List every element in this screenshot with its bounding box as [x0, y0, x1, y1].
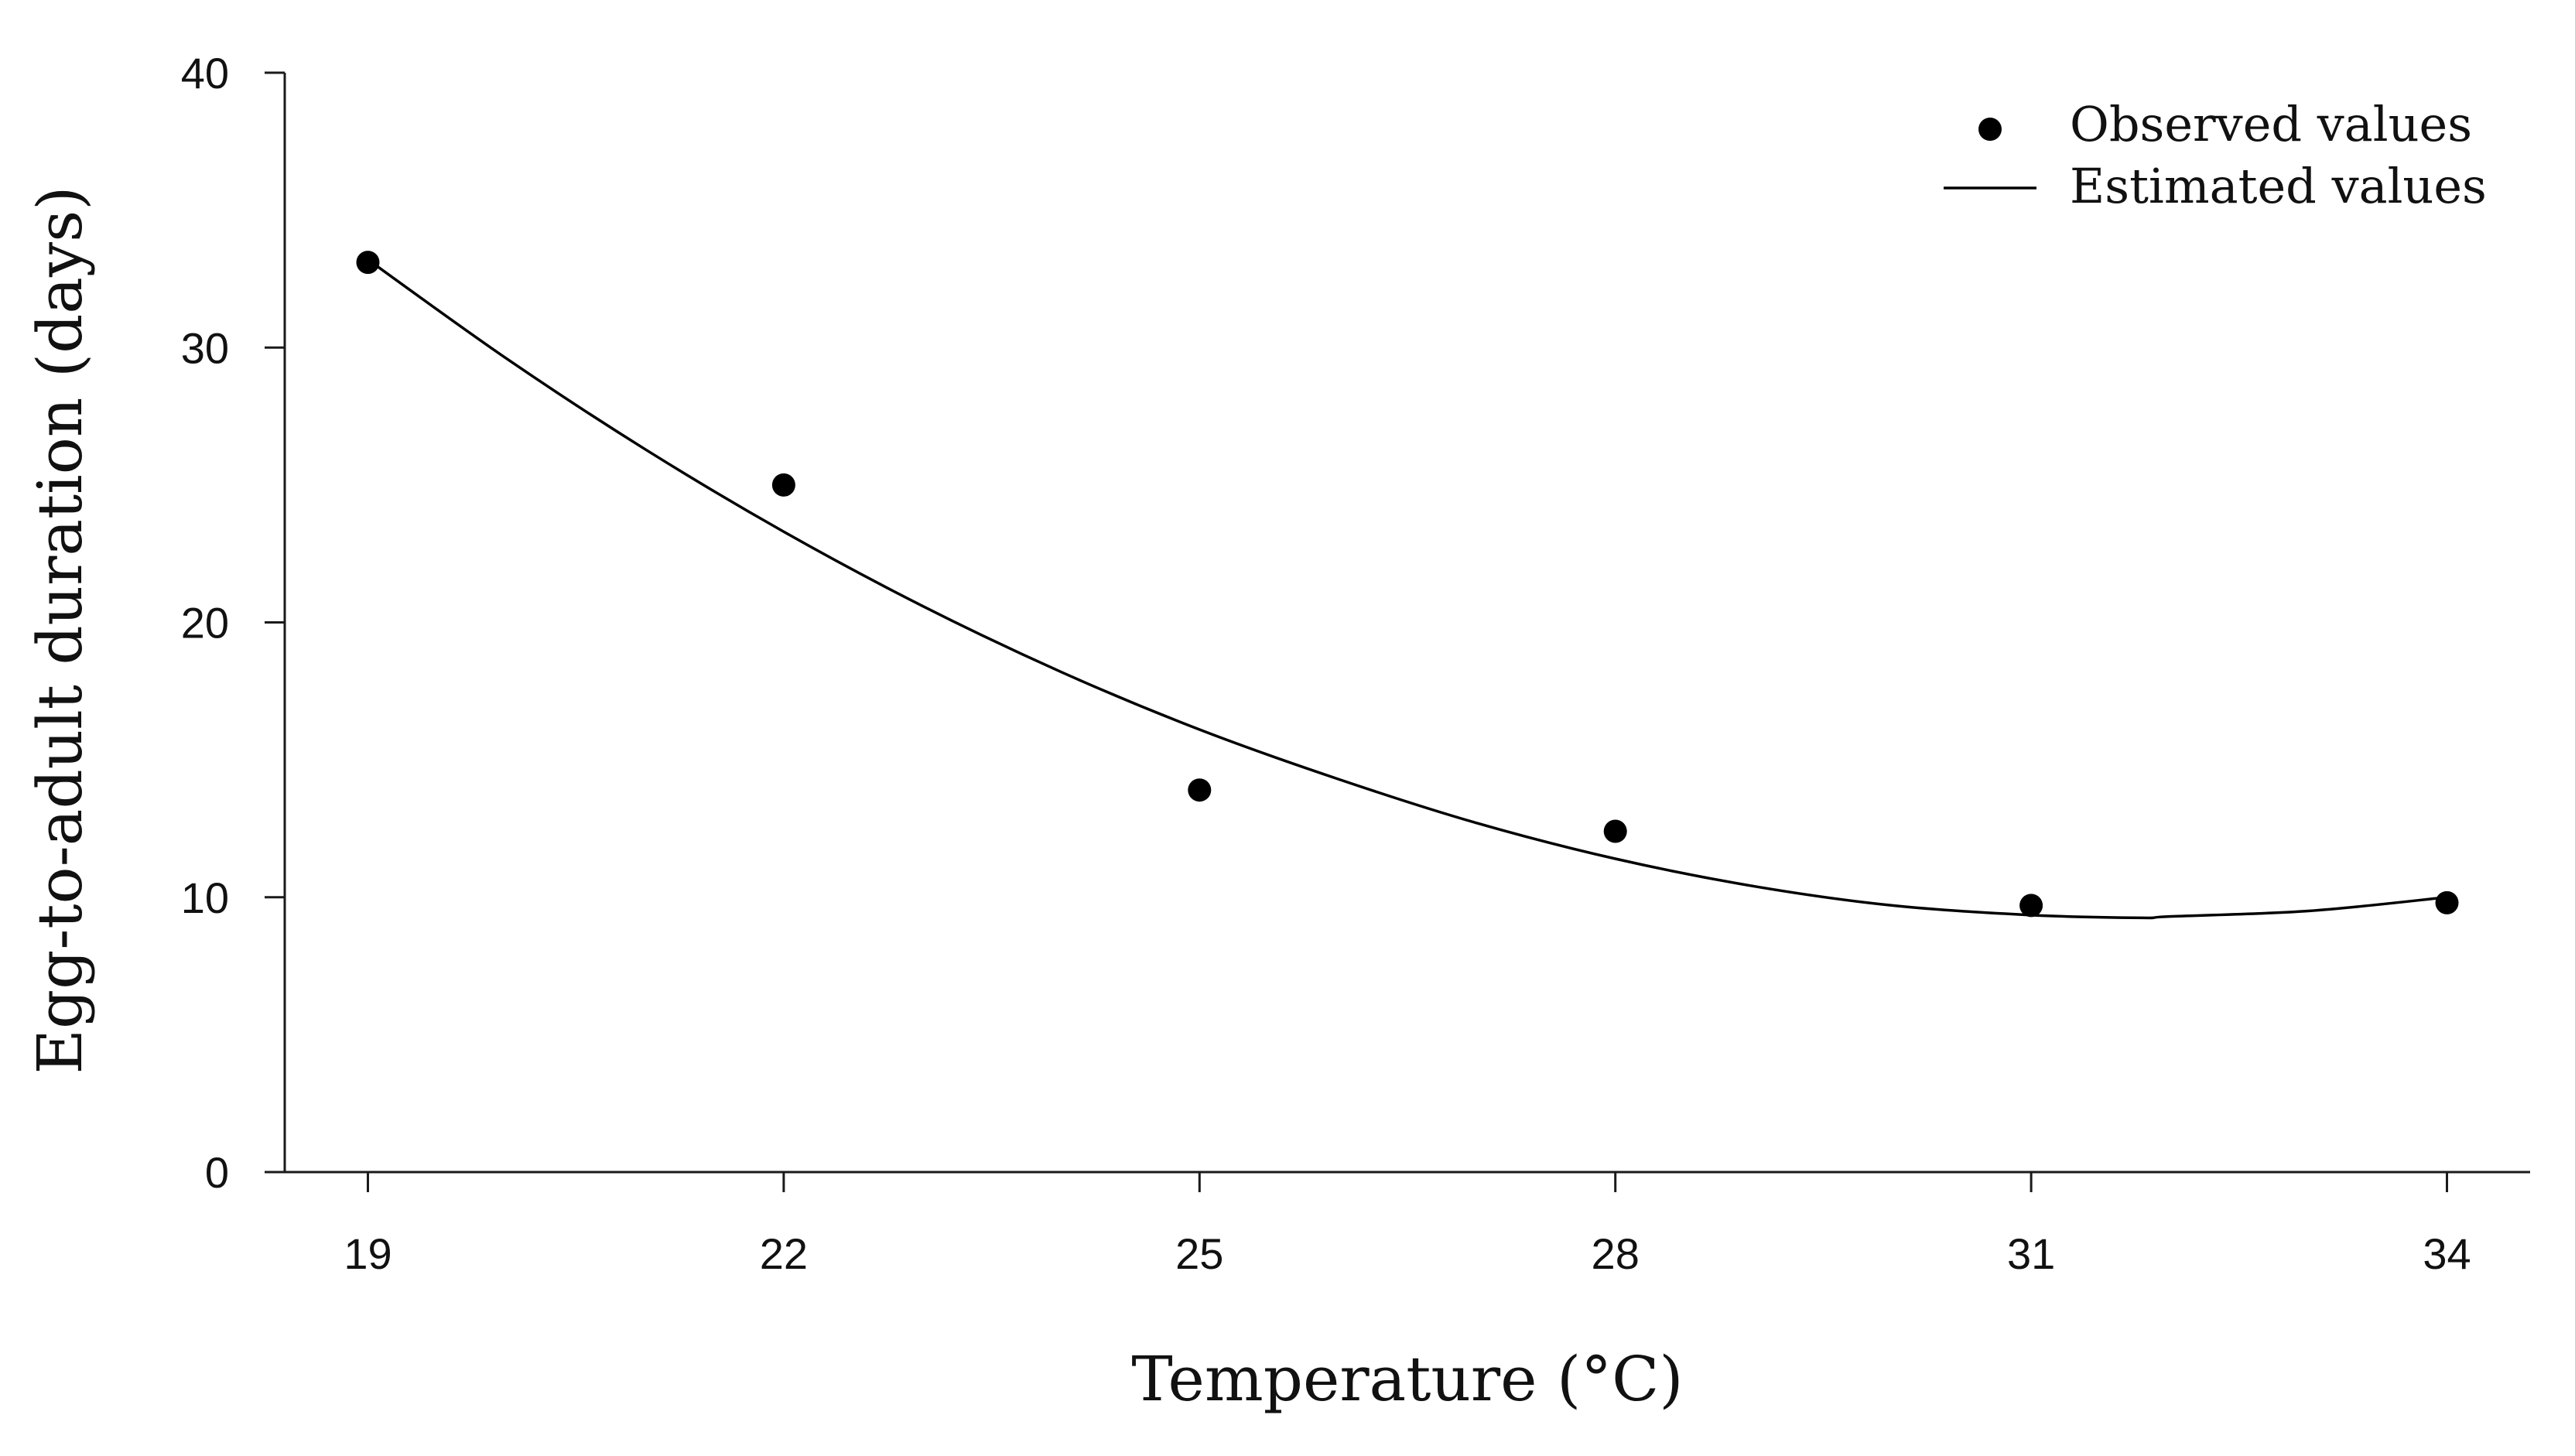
- observed-series: [356, 251, 2459, 918]
- y-ticks: 0 10 20 30 40: [181, 49, 285, 1197]
- estimated-curve: [367, 258, 2447, 920]
- y-tick-label-10: 10: [181, 873, 229, 922]
- estimated-series: [367, 258, 2447, 920]
- legend-estimated-label: Estimated values: [2070, 158, 2487, 214]
- x-axis-title: Temperature (°C): [1131, 1343, 1683, 1415]
- legend-observed-marker: [1978, 118, 2002, 141]
- x-tick-label-28: 28: [1592, 1229, 1640, 1278]
- observed-point-19: [356, 251, 380, 275]
- x-tick-label-22: 22: [760, 1229, 808, 1278]
- observed-point-28: [1603, 819, 1627, 843]
- y-tick-label-20: 20: [181, 599, 229, 648]
- y-tick-label-0: 0: [205, 1148, 229, 1197]
- observed-point-25: [1188, 778, 1212, 802]
- x-tick-label-34: 34: [2423, 1229, 2471, 1278]
- observed-point-22: [771, 473, 795, 497]
- y-tick-label-40: 40: [181, 49, 229, 97]
- x-ticks: 19 22 25 28 31 34: [344, 1172, 2471, 1278]
- x-tick-label-31: 31: [2007, 1229, 2055, 1278]
- legend-observed-label: Observed values: [2070, 96, 2472, 152]
- axes: [283, 73, 2530, 1174]
- y-tick-label-30: 30: [181, 323, 229, 372]
- x-tick-label-25: 25: [1175, 1229, 1223, 1278]
- y-axis-title: Egg-to-adult duration (days): [24, 186, 96, 1075]
- observed-point-34: [2435, 890, 2459, 914]
- observed-point-31: [2019, 894, 2043, 918]
- x-tick-label-19: 19: [344, 1229, 392, 1278]
- legend: Observed values Estimated values: [1944, 96, 2487, 214]
